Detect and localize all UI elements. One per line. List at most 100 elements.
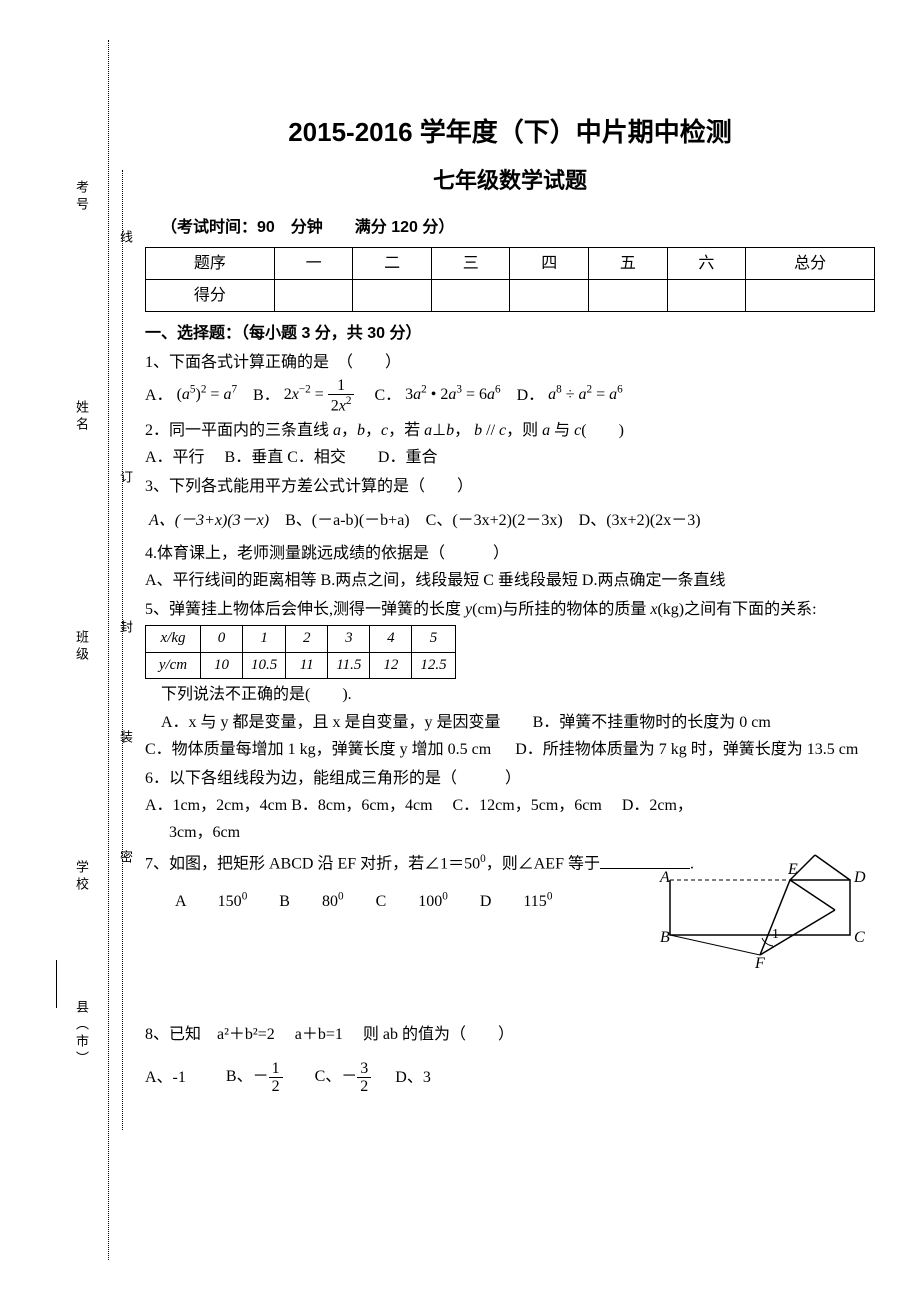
q1-stem: 1、下面各式计算正确的是 （ ） (145, 349, 875, 376)
q1-D-label: D． (517, 386, 545, 403)
exam-info: （考试时间：90 分钟 满分 120 分） (145, 214, 875, 241)
q8-B: B、－12 (226, 1068, 283, 1085)
score-cell (510, 279, 589, 311)
q1-D-math: a8 ÷ a2 = a6 (548, 386, 623, 403)
q5-y-4: 12 (370, 652, 412, 679)
svg-text:A: A (659, 869, 670, 886)
binding-examno-label: 考号 (72, 180, 91, 214)
q5-stem: 5、弹簧挂上物体后会伸长,测得一弹簧的长度 y(cm)与所挂的物体的质量 x(k… (145, 596, 875, 623)
q1-B-math: 2x−2 = 12x2 (284, 386, 355, 403)
q7-D: D 1150 (480, 893, 553, 910)
binding-class-label: 班级 (72, 630, 91, 664)
binding-dotted-line-inner (122, 170, 123, 1130)
question-7: 7、如图，把矩形 ABCD 沿 EF 对折，若∠1＝500，则∠AEF 等于. … (145, 850, 875, 915)
q5-C: C．物体质量每增加 1 kg，弹簧长度 y 增加 0.5 cm (145, 741, 491, 758)
q3-options: A、(－3+x)(3－x) B、(－a-b)(－b+a) C、(－3x+2)(2… (145, 507, 875, 534)
page-content: 2015-2016 学年度（下）中片期中检测 七年级数学试题 （考试时间：90 … (145, 110, 875, 1096)
question-4: 4.体育课上，老师测量跳远成绩的依据是（ ） A、平行线间的距离相等 B.两点之… (145, 540, 875, 594)
q1-A-math: (a5)2 = a7 (177, 386, 237, 403)
q7-B: B 800 (279, 893, 343, 910)
q1-C-label: C． (374, 386, 401, 403)
question-1: 1、下面各式计算正确的是 （ ） A． (a5)2 = a7 B． 2x−2 =… (145, 349, 875, 415)
question-6: 6．以下各组线段为边，能组成三角形的是（ ） A．1cm，2cm，4cm B．8… (145, 765, 875, 847)
score-cell (353, 279, 432, 311)
svg-text:D: D (853, 869, 866, 886)
svg-text:F: F (754, 955, 765, 970)
q1-A-label: A． (145, 386, 173, 403)
binding-name-label: 姓名 (72, 400, 91, 434)
binding-seal-xian: 线 (116, 230, 135, 243)
q5-B: B．弹簧不挂重物时的长度为 0 cm (533, 714, 771, 731)
question-3: 3、下列各式能用平方差公式计算的是（ ） A、(－3+x)(3－x) B、(－a… (145, 473, 875, 533)
binding-seal-feng: 封 (116, 620, 135, 633)
question-5: 5、弹簧挂上物体后会伸长,测得一弹簧的长度 y(cm)与所挂的物体的质量 x(k… (145, 596, 875, 763)
q1-B-label: B． (253, 386, 280, 403)
binding-county-underline (56, 960, 72, 1008)
title-line1: 2015-2016 学年度（下）中片期中检测 (145, 110, 875, 154)
binding-school-label: 学校 (72, 860, 91, 894)
score-cell (589, 279, 668, 311)
binding-seal-ding: 订 (116, 470, 135, 483)
q5-x-3: 3 (328, 626, 370, 653)
binding-dotted-line-outer (108, 40, 109, 1260)
binding-seal-mi: 密 (116, 850, 135, 863)
title-line2: 七年级数学试题 (145, 162, 875, 199)
q7-C: C 1000 (376, 893, 448, 910)
score-table-score-row: 得分 (146, 279, 875, 311)
question-2: 2．同一平面内的三条直线 a，b，c，若 a⊥b， b // c，则 a 与 c… (145, 417, 875, 471)
binding-county-label: 县（市） (72, 1000, 91, 1068)
q5-x-2: 2 (286, 626, 328, 653)
score-col-total: 总分 (746, 247, 875, 279)
score-cell (274, 279, 353, 311)
q5-x-5: 5 (412, 626, 455, 653)
q3-C: C、(－3x+2)(2－3x) (426, 512, 563, 529)
svg-text:C: C (854, 929, 865, 946)
q5-x-4: 4 (370, 626, 412, 653)
score-col-4: 四 (510, 247, 589, 279)
q5-row-y: y/cm 10 10.5 11 11.5 12 12.5 (146, 652, 456, 679)
svg-text:B: B (660, 929, 670, 946)
q2-options: A．平行 B．垂直 C．相交 D．重合 (145, 444, 875, 471)
q5-x-0: 0 (201, 626, 243, 653)
score-score-label: 得分 (146, 279, 275, 311)
q5-data-table: x/kg 0 1 2 3 4 5 y/cm 10 10.5 11 11.5 12… (145, 625, 456, 679)
q5-y-1: 10.5 (243, 652, 286, 679)
section1-title: 一、选择题：（每小题 3 分，共 30 分） (145, 320, 875, 347)
q8-C: C、－32 (315, 1068, 372, 1085)
q4-stem: 4.体育课上，老师测量跳远成绩的依据是（ ） (145, 540, 875, 567)
q1-C-math: 3a2 • 2a3 = 6a6 (405, 386, 500, 403)
q6-options: A．1cm，2cm，4cm B．8cm，6cm，4cm C．12cm，5cm，6… (145, 792, 875, 846)
score-col-5: 五 (589, 247, 668, 279)
q3-D: D、(3x+2)(2x－3) (579, 512, 701, 529)
q5-y-5: 12.5 (412, 652, 455, 679)
q2-stem: 2．同一平面内的三条直线 a，b，c，若 a⊥b， b // c，则 a 与 c… (145, 417, 875, 444)
score-col-1: 一 (274, 247, 353, 279)
q7-stem-mid: ，则∠AEF 等于 (486, 856, 600, 873)
q5-A: A．x 与 y 都是变量，且 x 是自变量，y 是因变量 (145, 714, 501, 731)
q5-D: D．所挂物体质量为 7 kg 时，弹簧长度为 13.5 cm (515, 741, 858, 758)
q5-y-0: 10 (201, 652, 243, 679)
score-col-3: 三 (431, 247, 510, 279)
score-col-6: 六 (667, 247, 746, 279)
q3-A: A、(－3+x)(3－x) (149, 512, 269, 529)
q3-B: B、(－a-b)(－b+a) (285, 512, 410, 529)
q5-x-label: x/kg (146, 626, 201, 653)
svg-text:1: 1 (772, 927, 779, 942)
q8-D: D、3 (395, 1068, 431, 1085)
q7-A: A 1500 (175, 893, 247, 910)
score-cell (667, 279, 746, 311)
q5-after-table: 下列说法不正确的是( ). (145, 681, 875, 708)
q5-y-2: 11 (286, 652, 328, 679)
q8-A: A、-1 (145, 1068, 186, 1085)
question-8: 8、已知 a²＋b²=2 a＋b=1 则 ab 的值为（ ） A、-1 B、－1… (145, 1021, 875, 1096)
q5-y-label: y/cm (146, 652, 201, 679)
q5-row-x: x/kg 0 1 2 3 4 5 (146, 626, 456, 653)
q1-options: A． (a5)2 = a7 B． 2x−2 = 12x2 C． 3a2 • 2a… (145, 377, 875, 416)
q5-options: A．x 与 y 都是变量，且 x 是自变量，y 是因变量 B．弹簧不挂重物时的长… (145, 709, 875, 763)
q5-x-1: 1 (243, 626, 286, 653)
score-header-label: 题序 (146, 247, 275, 279)
q8-stem: 8、已知 a²＋b²=2 a＋b=1 则 ab 的值为（ ） (145, 1021, 875, 1048)
q3-stem: 3、下列各式能用平方差公式计算的是（ ） (145, 473, 875, 500)
q4-options: A、平行线间的距离相等 B.两点之间，线段最短 C 垂线段最短 D.两点确定一条… (145, 567, 875, 594)
q7-stem-pre: 7、如图，把矩形 ABCD 沿 EF 对折，若∠1＝50 (145, 856, 480, 873)
